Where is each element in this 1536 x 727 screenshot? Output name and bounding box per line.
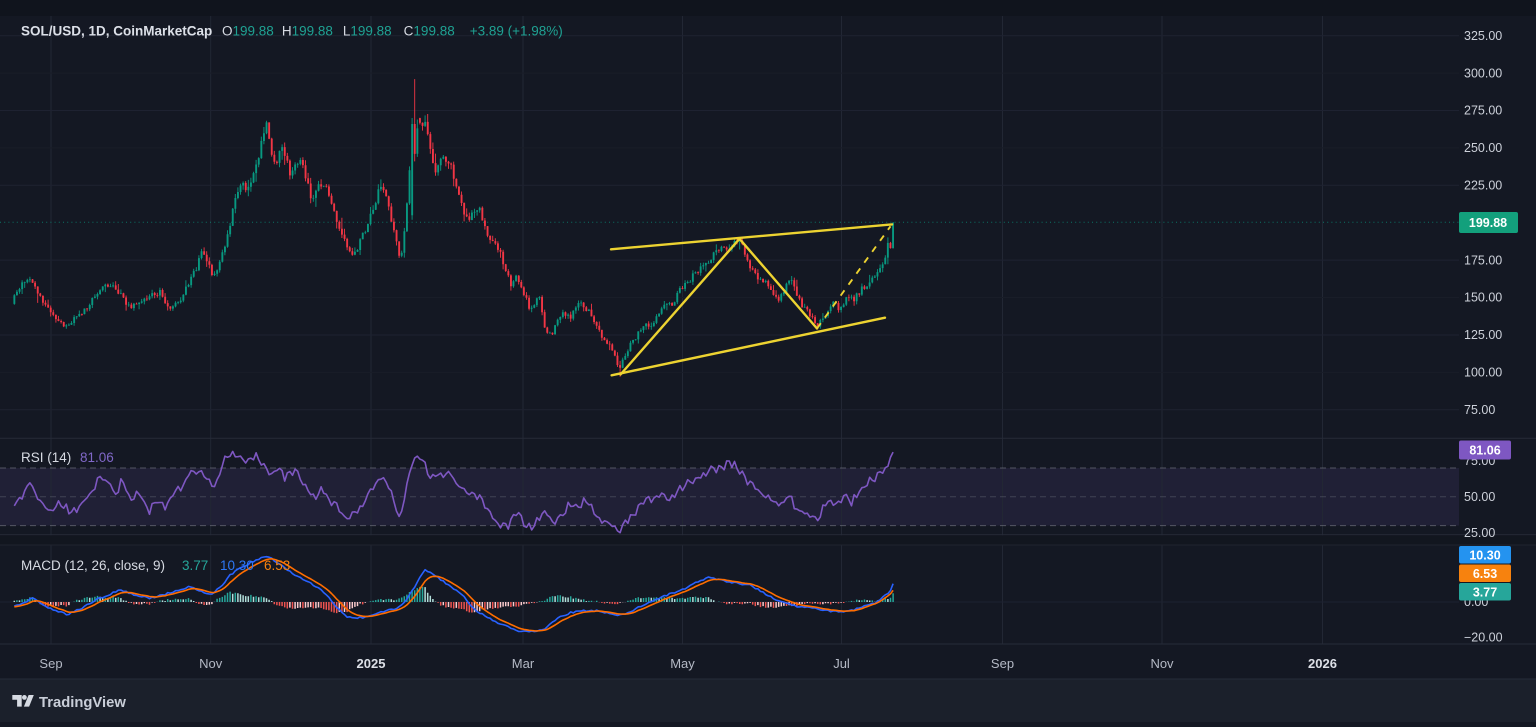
svg-text:Sep: Sep xyxy=(39,656,62,671)
svg-text:TradingView: TradingView xyxy=(39,695,126,711)
svg-text:81.06: 81.06 xyxy=(80,450,114,465)
svg-text:125.00: 125.00 xyxy=(1464,328,1502,342)
svg-text:SOL/USD, 1D, CoinMarketCap: SOL/USD, 1D, CoinMarketCap xyxy=(21,24,212,39)
svg-text:10.30: 10.30 xyxy=(220,558,254,573)
svg-text:Jul: Jul xyxy=(833,656,850,671)
svg-text:2025: 2025 xyxy=(357,656,386,671)
svg-text:3.77: 3.77 xyxy=(182,558,208,573)
svg-text:May: May xyxy=(670,656,695,671)
svg-text:50.00: 50.00 xyxy=(1464,490,1495,504)
svg-text:75.00: 75.00 xyxy=(1464,403,1495,417)
svg-text:−20.00: −20.00 xyxy=(1464,631,1503,645)
svg-text:RSI (14): RSI (14) xyxy=(21,450,71,465)
svg-text:3.77: 3.77 xyxy=(1473,586,1497,600)
svg-text:Nov: Nov xyxy=(199,656,223,671)
svg-text:Sep: Sep xyxy=(991,656,1014,671)
svg-text:81.06: 81.06 xyxy=(1469,444,1500,458)
svg-text:MACD (12, 26, close, 9): MACD (12, 26, close, 9) xyxy=(21,558,165,573)
svg-text:150.00: 150.00 xyxy=(1464,291,1502,305)
svg-text:2026: 2026 xyxy=(1308,656,1337,671)
svg-text:6.53: 6.53 xyxy=(264,558,290,573)
svg-text:175.00: 175.00 xyxy=(1464,253,1502,267)
svg-text:199.88: 199.88 xyxy=(1469,216,1507,230)
svg-text:Nov: Nov xyxy=(1150,656,1174,671)
svg-text:225.00: 225.00 xyxy=(1464,179,1502,193)
svg-text:250.00: 250.00 xyxy=(1464,141,1502,155)
svg-text:275.00: 275.00 xyxy=(1464,104,1502,118)
svg-text:100.00: 100.00 xyxy=(1464,366,1502,380)
svg-text:325.00: 325.00 xyxy=(1464,29,1502,43)
svg-text:300.00: 300.00 xyxy=(1464,66,1502,80)
svg-text:Mar: Mar xyxy=(512,656,535,671)
svg-text:25.00: 25.00 xyxy=(1464,526,1495,540)
svg-text:10.30: 10.30 xyxy=(1469,549,1500,563)
svg-text:6.53: 6.53 xyxy=(1473,567,1497,581)
